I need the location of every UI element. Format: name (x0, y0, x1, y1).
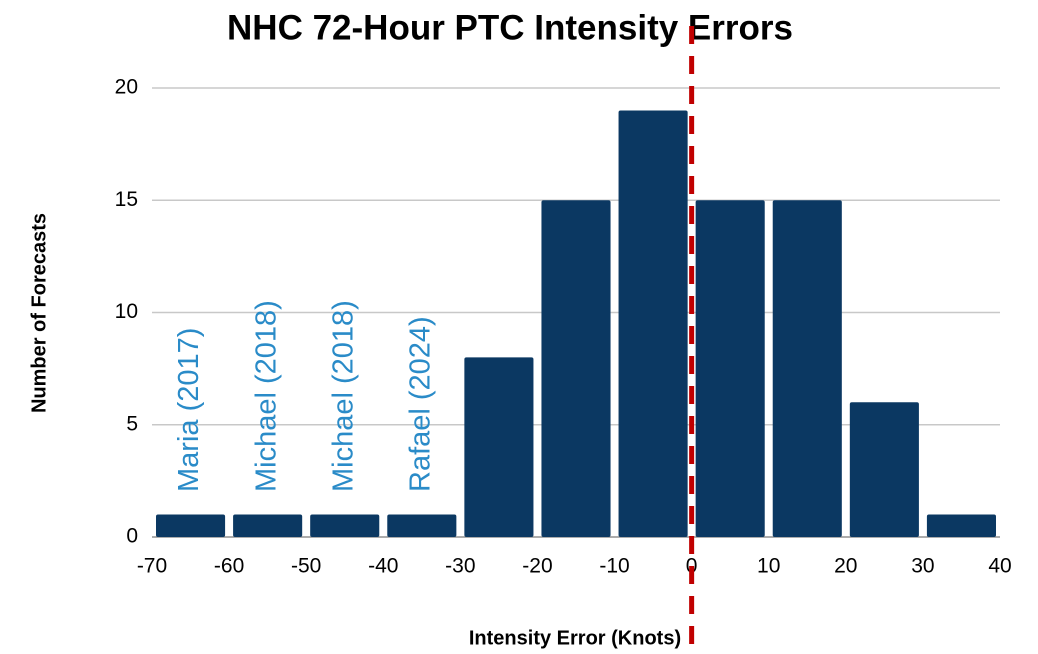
chart-title: NHC 72-Hour PTC Intensity Errors (227, 8, 793, 47)
bar (541, 200, 611, 537)
bar (310, 514, 380, 537)
x-tick-label: 10 (757, 555, 780, 578)
bar (464, 357, 534, 537)
bar (926, 514, 996, 537)
annotation: Michael (2018) (250, 300, 282, 492)
bar (772, 200, 842, 537)
y-tick-label: 20 (115, 76, 138, 99)
x-tick-label: -40 (368, 555, 398, 578)
x-axis-title: Intensity Error (Knots) (469, 627, 681, 649)
x-tick-label: -30 (445, 555, 475, 578)
bar (695, 200, 765, 537)
annotation: Maria (2017) (173, 328, 205, 492)
x-tick-label: 20 (834, 555, 857, 578)
bar (618, 110, 688, 537)
y-tick-label: 10 (115, 300, 138, 323)
bar (387, 514, 457, 537)
x-tick-label: -50 (291, 555, 321, 578)
bar (849, 402, 919, 537)
x-tick-label: -70 (137, 555, 167, 578)
x-tick-label: -60 (214, 555, 244, 578)
bar (156, 514, 226, 537)
x-tick-label: 30 (911, 555, 934, 578)
x-tick-label: -10 (599, 555, 629, 578)
y-tick-label: 5 (126, 412, 138, 435)
x-tick-label: 40 (988, 555, 1011, 578)
annotation: Rafael (2024) (404, 316, 436, 492)
y-tick-label: 0 (126, 525, 138, 548)
y-axis-title: Number of Forecasts (28, 213, 50, 413)
y-tick-label: 15 (115, 188, 138, 211)
annotation: Michael (2018) (327, 300, 359, 492)
bar (233, 514, 303, 537)
x-tick-label: -20 (522, 555, 552, 578)
